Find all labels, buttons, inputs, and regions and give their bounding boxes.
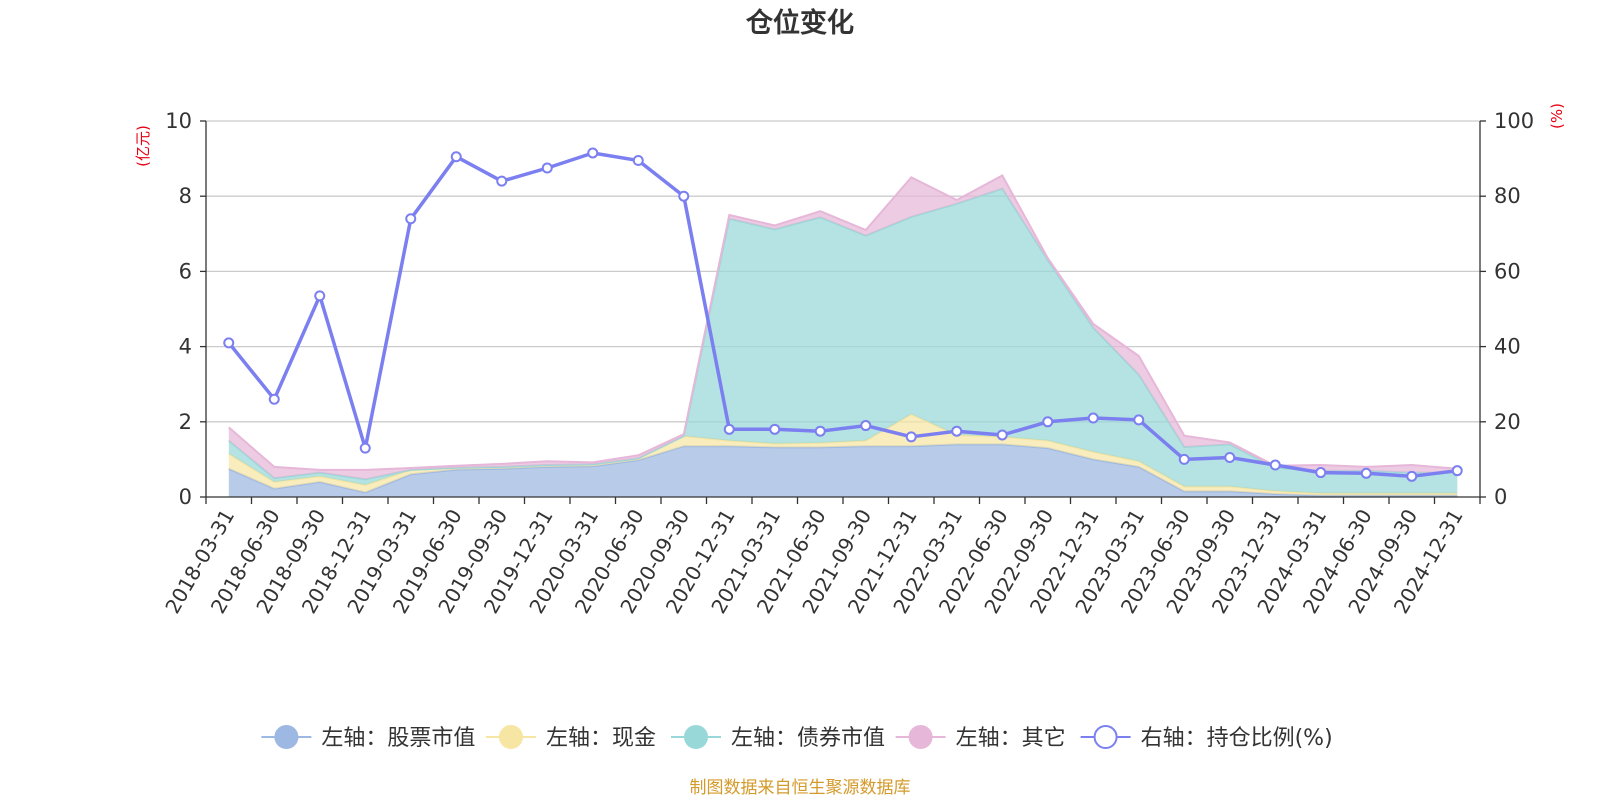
legend: 左轴：股票市值 左轴：现金 左轴：债券市值 左轴：其它 右轴：持仓比例(%) — [261, 725, 1333, 751]
area-series-edge — [228, 174, 1458, 471]
ratio-data-point — [1315, 467, 1327, 479]
left-axis-tick-label: 4 — [179, 335, 192, 359]
legend-item: 左轴：现金 — [486, 725, 656, 751]
ratio-data-point — [814, 425, 826, 437]
right-axis-tick-label: 60 — [1494, 259, 1521, 283]
stacked-areas — [228, 174, 1458, 497]
right-axis-tick-label: 0 — [1494, 485, 1507, 509]
ratio-data-point — [359, 442, 371, 454]
left-axis-tick-label: 8 — [179, 184, 192, 208]
ratio-data-point — [1087, 412, 1099, 424]
left-axis-tick-label: 10 — [165, 109, 192, 133]
legend-label: 左轴：股票市值 — [321, 726, 475, 751]
ratio-data-point — [1451, 465, 1463, 477]
holding-ratio-line — [223, 147, 1463, 482]
ratio-data-point — [905, 431, 917, 443]
legend-marker-icon — [908, 725, 933, 749]
ratio-data-point — [632, 154, 644, 166]
legend-label: 左轴：债券市值 — [731, 726, 885, 751]
ratio-data-point — [1178, 453, 1190, 465]
area-series — [228, 414, 1458, 496]
ratio-data-point — [860, 420, 872, 432]
data-source-note: 制图数据来自恒生聚源数据库 — [690, 778, 911, 798]
ratio-data-point — [951, 425, 963, 437]
legend-item: 右轴：持仓比例(%) — [1080, 725, 1333, 751]
ratio-data-point — [769, 423, 781, 435]
legend-label: 右轴：持仓比例(%) — [1141, 726, 1333, 751]
ratio-data-point — [405, 213, 417, 225]
ratio-data-point — [996, 429, 1008, 441]
ratio-data-point — [587, 147, 599, 159]
ratio-data-point — [496, 175, 508, 187]
chart-title: 仓位变化 — [745, 7, 854, 39]
left-axis-tick-label: 0 — [179, 485, 192, 509]
left-axis-tick-label: 6 — [179, 259, 192, 283]
legend-item: 左轴：其它 — [895, 725, 1066, 751]
ratio-data-point — [541, 162, 553, 174]
ratio-data-point — [1406, 470, 1418, 482]
right-axis-tick-label: 20 — [1494, 410, 1521, 434]
legend-marker-icon — [274, 725, 299, 749]
left-axis-tick-label: 2 — [179, 410, 192, 434]
ratio-data-point — [314, 290, 326, 302]
legend-item: 左轴：股票市值 — [261, 725, 475, 751]
ratio-data-point — [678, 190, 690, 202]
ratio-data-point — [1133, 414, 1145, 426]
ratio-data-point — [1224, 452, 1236, 464]
area-series — [228, 444, 1458, 497]
legend-marker-icon — [684, 725, 708, 749]
legend-marker-icon — [1093, 725, 1118, 749]
left-axis-unit: (亿元) — [134, 125, 152, 167]
legend-item: 左轴：债券市值 — [671, 725, 885, 751]
right-axis-tick-label: 80 — [1494, 184, 1521, 208]
legend-label: 左轴：其它 — [956, 726, 1066, 751]
ratio-data-point — [723, 423, 735, 435]
ratio-data-point — [223, 337, 235, 349]
area-series — [228, 188, 1458, 494]
right-axis-tick-label: 40 — [1494, 335, 1521, 359]
legend-label: 左轴：现金 — [546, 726, 656, 751]
ratio-data-point — [1360, 467, 1372, 479]
ratio-data-point — [1269, 459, 1281, 471]
right-axis-unit: (%) — [1548, 103, 1566, 129]
ratio-data-point — [1042, 416, 1054, 428]
ratio-line-path — [227, 151, 1458, 479]
legend-marker-icon — [499, 725, 523, 749]
ratio-data-point — [268, 393, 280, 405]
ratio-data-point — [450, 151, 462, 163]
right-axis-tick-label: 100 — [1494, 109, 1534, 133]
